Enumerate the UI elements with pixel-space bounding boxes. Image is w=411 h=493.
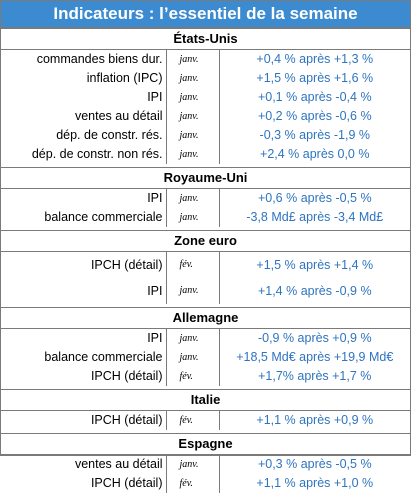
- period-label: janv.: [179, 193, 199, 204]
- table-row: IPCH (détail) fév. +1,1 % après +0,9 %: [1, 410, 411, 430]
- indicator-label: IPCH (détail): [1, 367, 167, 386]
- section-title: Allemagne: [1, 307, 411, 329]
- indicator-value: +1,4 % après -0,9 %: [218, 278, 411, 304]
- table-title: Indicateurs : l’essentiel de la semaine: [1, 1, 410, 28]
- table-row: IPI janv. -0,9 % après +0,9 %: [1, 328, 411, 348]
- section-title: Espagne: [1, 433, 411, 455]
- period-label: janv.: [179, 149, 199, 160]
- indicator-value: +1,5 % après +1,4 %: [218, 251, 411, 278]
- indicator-label: IPI: [1, 278, 167, 304]
- indicator-value: +0,6 % après -0,5 %: [218, 188, 411, 208]
- table-row: dép. de constr. rés. janv. -0,3 % après …: [1, 126, 411, 145]
- indicator-value: +0,3 % après -0,5 %: [218, 454, 411, 474]
- indicator-label: IPI: [1, 88, 167, 107]
- indicator-label: commandes biens dur.: [1, 49, 167, 69]
- indicator-value: +0,4 % après +1,3 %: [218, 49, 411, 69]
- indicator-label: dép. de constr. non rés.: [1, 145, 167, 164]
- section-title: États-Unis: [1, 28, 411, 50]
- table-row: ventes au détail janv. +0,2 % après -0,6…: [1, 107, 411, 126]
- indicator-label: ventes au détail: [1, 107, 167, 126]
- period-label: fév.: [179, 478, 193, 489]
- section-header-espagne: Espagne: [1, 433, 411, 455]
- indicator-label: inflation (IPC): [1, 69, 167, 88]
- indicator-label: dép. de constr. rés.: [1, 126, 167, 145]
- period-label: janv.: [179, 73, 199, 84]
- table-row: ventes au détail janv. +0,3 % après -0,5…: [1, 454, 411, 474]
- indicator-value: +0,1 % après -0,4 %: [218, 88, 411, 107]
- indicator-label: balance commerciale: [1, 208, 167, 227]
- period-label: fév.: [179, 259, 193, 270]
- period-label: janv.: [179, 285, 199, 296]
- indicator-value: +1,1 % après +0,9 %: [218, 410, 411, 430]
- table-row: dép. de constr. non rés. janv. +2,4 % ap…: [1, 145, 411, 164]
- indicator-label: IPCH (détail): [1, 410, 167, 430]
- table-row: IPI janv. +0,1 % après -0,4 %: [1, 88, 411, 107]
- indicators-table: États-Unis commandes biens dur. janv. +0…: [1, 28, 411, 493]
- indicator-value: -0,3 % après -1,9 %: [218, 126, 411, 145]
- section-header-allemagne: Allemagne: [1, 307, 411, 329]
- period-label: fév.: [179, 371, 193, 382]
- indicator-value: -0,9 % après +0,9 %: [218, 328, 411, 348]
- period-label: janv.: [179, 333, 199, 344]
- table-row: IPCH (détail) fév. +1,7% après +1,7 %: [1, 367, 411, 386]
- period-label: janv.: [179, 111, 199, 122]
- section-header-royaume-uni: Royaume-Uni: [1, 167, 411, 189]
- table-row: IPCH (détail) fév. +1,5 % après +1,4 %: [1, 251, 411, 278]
- period-label: janv.: [179, 212, 199, 223]
- table-row: inflation (IPC) janv. +1,5 % après +1,6 …: [1, 69, 411, 88]
- section-title: Royaume-Uni: [1, 167, 411, 189]
- indicator-value: +1,5 % après +1,6 %: [218, 69, 411, 88]
- table-row: commandes biens dur. janv. +0,4 % après …: [1, 49, 411, 69]
- indicator-value: +18,5 Md€ après +19,9 Md€: [218, 348, 411, 367]
- indicator-label: IPCH (détail): [1, 251, 167, 278]
- period-label: fév.: [179, 415, 193, 426]
- table-row: IPI janv. +1,4 % après -0,9 %: [1, 278, 411, 304]
- section-title: Italie: [1, 389, 411, 411]
- indicator-label: IPI: [1, 188, 167, 208]
- period-label: janv.: [179, 352, 199, 363]
- period-label: janv.: [179, 92, 199, 103]
- indicator-value: +2,4 % après 0,0 %: [218, 145, 411, 164]
- indicator-value: +1,7% après +1,7 %: [218, 367, 411, 386]
- table-row: balance commerciale janv. +18,5 Md€ aprè…: [1, 348, 411, 367]
- section-header-zone-euro: Zone euro: [1, 230, 411, 252]
- section-header-etats-unis: États-Unis: [1, 28, 411, 50]
- indicator-value: +0,2 % après -0,6 %: [218, 107, 411, 126]
- section-title: Zone euro: [1, 230, 411, 252]
- table-row: IPCH (détail) fév. +1,1 % après +1,0 %: [1, 474, 411, 493]
- indicator-label: IPI: [1, 328, 167, 348]
- section-header-italie: Italie: [1, 389, 411, 411]
- indicator-value: -3,8 Md£ après -3,4 Md£: [218, 208, 411, 227]
- period-label: janv.: [179, 130, 199, 141]
- indicator-value: +1,1 % après +1,0 %: [218, 474, 411, 493]
- indicator-label: IPCH (détail): [1, 474, 167, 493]
- period-label: janv.: [179, 54, 199, 65]
- indicator-label: ventes au détail: [1, 454, 167, 474]
- table-row: IPI janv. +0,6 % après -0,5 %: [1, 188, 411, 208]
- period-label: janv.: [179, 459, 199, 470]
- indicator-label: balance commerciale: [1, 348, 167, 367]
- table-row: balance commerciale janv. -3,8 Md£ après…: [1, 208, 411, 227]
